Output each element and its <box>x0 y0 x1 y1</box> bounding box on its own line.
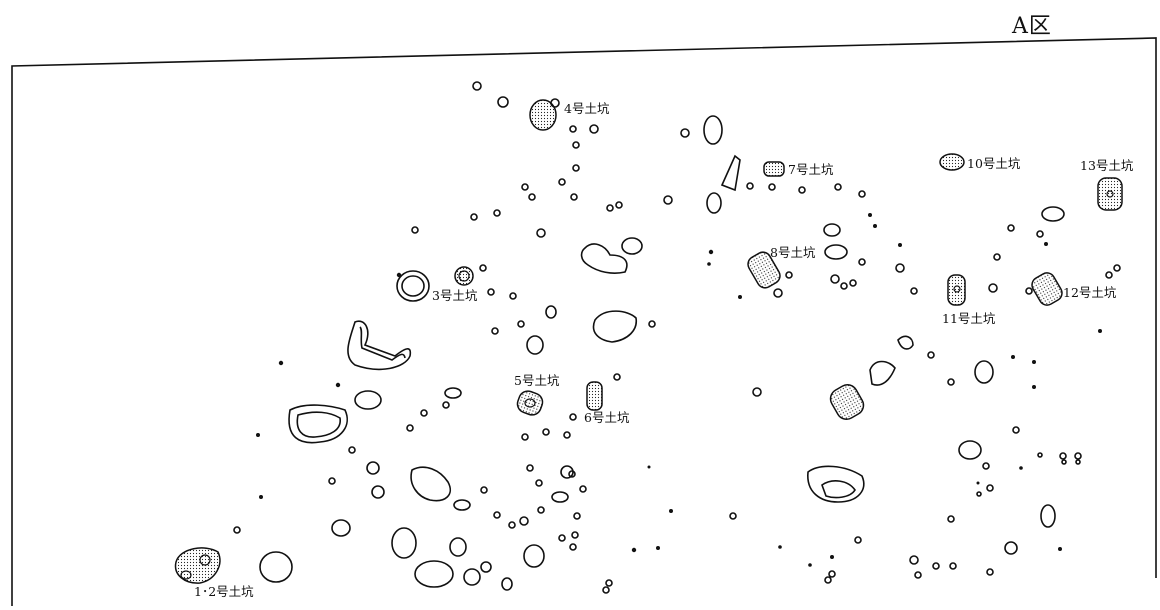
label-pit-13: 13号土坑 <box>1080 158 1134 173</box>
label-pit-5: 5号土坑 <box>514 373 560 388</box>
area-title: A区 <box>1012 14 1052 39</box>
feature-outlines <box>259 115 1065 591</box>
pit-13-shape <box>1097 177 1123 211</box>
label-pit-3: 3号土坑 <box>432 288 478 303</box>
pit-3-shape <box>454 266 474 286</box>
label-pit-8: 8号土坑 <box>770 245 816 260</box>
pit-features <box>174 99 1123 584</box>
post-holes <box>233 81 1121 594</box>
label-pit-10: 10号土坑 <box>967 156 1021 171</box>
pit-7-shape <box>763 161 785 177</box>
label-pit-6: 6号土坑 <box>584 410 630 425</box>
pit-labels: 1･2号土坑 3号土坑 4号土坑 5号土坑 6号土坑 7号土坑 8号土坑 10号… <box>194 101 1134 599</box>
label-pit-4: 4号土坑 <box>564 101 610 116</box>
label-pit-1-2: 1･2号土坑 <box>194 584 254 599</box>
pit-5-shape <box>516 390 544 416</box>
site-boundary <box>11 37 1157 606</box>
filled-dots <box>256 213 1102 567</box>
pit-4-shape <box>529 99 557 131</box>
pit-12-shape <box>1031 272 1063 306</box>
pit-6-shape <box>586 381 603 411</box>
label-pit-11: 11号土坑 <box>942 311 996 326</box>
pit-11-shape <box>947 274 966 306</box>
pit-8-shape <box>747 251 781 289</box>
pit-ext-shape <box>829 384 865 420</box>
label-pit-7: 7号土坑 <box>788 162 834 177</box>
pit-10-shape <box>939 153 965 171</box>
label-pit-12: 12号土坑 <box>1063 285 1117 300</box>
